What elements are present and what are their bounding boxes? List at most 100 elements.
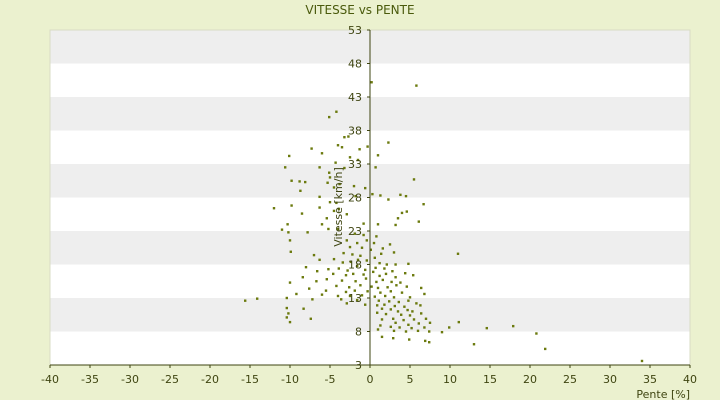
data-point: [352, 184, 356, 188]
data-point: [376, 223, 380, 226]
data-point: [369, 248, 372, 251]
data-point: [402, 318, 405, 322]
data-point: [380, 252, 383, 255]
data-point: [428, 321, 432, 324]
data-point: [415, 302, 418, 305]
data-point: [345, 302, 348, 305]
data-point: [327, 227, 330, 231]
data-point: [405, 210, 408, 213]
data-point: [337, 207, 340, 211]
data-point: [640, 359, 644, 363]
data-point: [396, 217, 400, 220]
data-point: [340, 298, 343, 301]
y-tick-label: 38: [348, 125, 362, 138]
data-point: [376, 328, 380, 331]
data-point: [406, 308, 409, 312]
data-point: [299, 189, 302, 192]
data-point: [388, 243, 392, 246]
data-point: [320, 152, 324, 155]
data-point: [351, 253, 354, 256]
data-point: [344, 274, 348, 277]
data-point: [335, 284, 338, 288]
data-point: [423, 292, 426, 296]
data-point: [289, 250, 292, 253]
data-point: [344, 290, 348, 294]
x-tick-label: 0: [367, 373, 374, 386]
data-point: [328, 171, 331, 174]
data-point: [375, 280, 378, 284]
data-point: [280, 228, 284, 231]
y-tick-label: 3: [355, 359, 362, 372]
data-point: [389, 290, 392, 293]
data-point: [300, 212, 304, 215]
data-point: [378, 274, 381, 278]
data-point: [306, 231, 309, 234]
data-point: [310, 147, 313, 150]
data-point: [290, 204, 293, 207]
data-point: [302, 307, 305, 310]
data-point: [384, 312, 388, 316]
data-point: [356, 241, 359, 245]
data-point: [397, 300, 400, 304]
data-point: [360, 246, 364, 249]
x-tick-labels: -40 -35 -30 -25 -20 -15 -10 -5 0 5 10 15 20 25 30 35 40: [41, 365, 697, 386]
x-tick-label: 15: [483, 373, 497, 386]
data-point: [343, 166, 346, 170]
data-point: [424, 339, 427, 343]
data-point: [392, 337, 395, 340]
data-point: [364, 303, 367, 306]
data-point: [512, 324, 515, 328]
data-point: [365, 259, 368, 262]
data-point: [400, 313, 403, 316]
data-point: [389, 308, 392, 311]
data-point: [383, 303, 386, 306]
data-point: [334, 161, 337, 164]
data-point: [354, 280, 357, 283]
data-point: [387, 198, 390, 201]
data-point: [396, 310, 400, 313]
data-point: [285, 316, 288, 319]
data-point: [346, 269, 349, 272]
data-point: [359, 284, 362, 287]
data-point: [359, 254, 362, 257]
x-tick-label: -20: [201, 373, 219, 386]
data-point: [372, 241, 376, 245]
data-point: [336, 294, 340, 298]
y-tick-label: 13: [348, 292, 362, 305]
data-point: [417, 322, 420, 325]
data-point: [256, 297, 259, 300]
data-point: [335, 110, 338, 113]
data-point: [362, 222, 365, 225]
y-tick-label: 23: [348, 225, 362, 238]
data-point: [394, 223, 397, 227]
data-point: [412, 178, 416, 181]
data-point: [349, 260, 352, 264]
data-point: [362, 273, 365, 276]
data-point: [353, 289, 356, 292]
data-point: [389, 325, 392, 329]
x-tick-label: 35: [643, 373, 657, 386]
data-point: [403, 305, 406, 308]
data-point: [379, 194, 382, 197]
data-point: [356, 298, 359, 302]
data-point: [343, 136, 346, 139]
data-point: [356, 258, 360, 262]
data-point: [412, 318, 416, 321]
data-point: [366, 145, 369, 148]
data-point: [381, 278, 384, 282]
data-point: [353, 232, 356, 235]
data-point: [354, 194, 357, 198]
data-point: [405, 285, 408, 288]
data-point: [336, 144, 340, 147]
data-point: [472, 343, 476, 346]
y-tick-label: 33: [348, 158, 362, 171]
data-point: [381, 247, 384, 250]
data-point: [404, 330, 408, 333]
data-point: [332, 257, 336, 261]
data-point: [410, 326, 413, 330]
x-tick-label: -30: [121, 373, 139, 386]
data-point: [285, 296, 288, 300]
data-point: [287, 231, 290, 234]
